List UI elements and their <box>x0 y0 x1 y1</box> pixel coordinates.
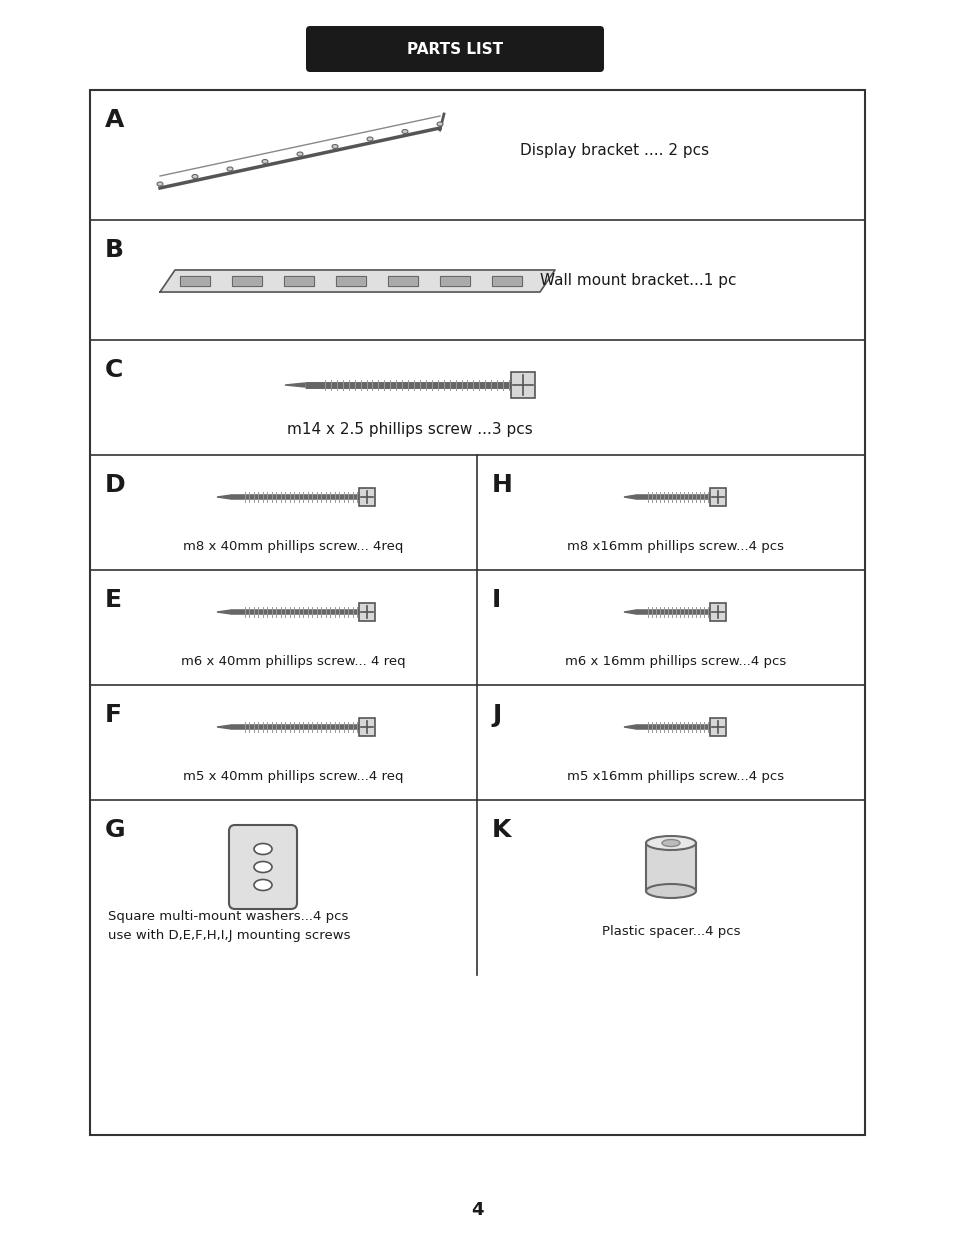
Polygon shape <box>439 275 470 287</box>
Ellipse shape <box>253 862 272 872</box>
Text: m8 x 40mm phillips screw... 4req: m8 x 40mm phillips screw... 4req <box>183 540 403 553</box>
Polygon shape <box>492 275 521 287</box>
Polygon shape <box>285 383 305 387</box>
Ellipse shape <box>661 840 679 846</box>
Ellipse shape <box>436 122 442 126</box>
Bar <box>645 844 696 890</box>
Ellipse shape <box>253 844 272 855</box>
Text: m6 x 16mm phillips screw...4 pcs: m6 x 16mm phillips screw...4 pcs <box>565 655 786 668</box>
FancyBboxPatch shape <box>306 26 603 72</box>
Text: E: E <box>105 588 122 613</box>
Text: A: A <box>105 107 124 132</box>
Polygon shape <box>216 610 231 614</box>
Polygon shape <box>623 725 636 729</box>
Text: J: J <box>492 703 500 727</box>
Ellipse shape <box>332 144 337 148</box>
Ellipse shape <box>192 174 198 179</box>
Text: F: F <box>105 703 122 727</box>
Ellipse shape <box>367 137 373 141</box>
Bar <box>358 488 375 506</box>
Bar <box>709 603 725 621</box>
Polygon shape <box>284 275 314 287</box>
Text: PARTS LIST: PARTS LIST <box>407 42 502 57</box>
Ellipse shape <box>645 884 696 898</box>
Bar <box>358 718 375 736</box>
Text: m5 x16mm phillips screw...4 pcs: m5 x16mm phillips screw...4 pcs <box>567 769 783 783</box>
Text: m8 x16mm phillips screw...4 pcs: m8 x16mm phillips screw...4 pcs <box>567 540 783 553</box>
Polygon shape <box>216 725 231 729</box>
Text: Display bracket .... 2 pcs: Display bracket .... 2 pcs <box>519 142 708 158</box>
Polygon shape <box>335 275 366 287</box>
Text: C: C <box>105 358 123 382</box>
Polygon shape <box>160 270 555 291</box>
Ellipse shape <box>645 836 696 850</box>
Bar <box>358 603 375 621</box>
Text: Plastic spacer...4 pcs: Plastic spacer...4 pcs <box>601 925 740 939</box>
Bar <box>709 718 725 736</box>
Ellipse shape <box>253 879 272 890</box>
Polygon shape <box>623 610 636 614</box>
Polygon shape <box>232 275 262 287</box>
Bar <box>709 488 725 506</box>
Text: Square multi-mount washers...4 pcs
use with D,E,F,H,I,J mounting screws: Square multi-mount washers...4 pcs use w… <box>108 910 350 942</box>
Polygon shape <box>180 275 210 287</box>
Text: B: B <box>105 238 124 262</box>
Ellipse shape <box>262 159 268 163</box>
Polygon shape <box>623 495 636 499</box>
FancyBboxPatch shape <box>229 825 296 909</box>
Bar <box>90 90 864 1135</box>
Text: Wall mount bracket...1 pc: Wall mount bracket...1 pc <box>539 273 736 288</box>
Text: I: I <box>492 588 500 613</box>
Polygon shape <box>388 275 417 287</box>
Polygon shape <box>216 495 231 499</box>
Ellipse shape <box>401 130 408 133</box>
Text: 4: 4 <box>470 1200 483 1219</box>
Text: G: G <box>105 818 126 842</box>
Text: K: K <box>492 818 511 842</box>
Bar <box>511 372 535 398</box>
Text: H: H <box>492 473 513 496</box>
Text: D: D <box>105 473 126 496</box>
Ellipse shape <box>296 152 303 156</box>
Ellipse shape <box>157 182 163 186</box>
Text: m14 x 2.5 phillips screw ...3 pcs: m14 x 2.5 phillips screw ...3 pcs <box>287 422 533 437</box>
Ellipse shape <box>227 167 233 170</box>
Text: m5 x 40mm phillips screw...4 req: m5 x 40mm phillips screw...4 req <box>183 769 403 783</box>
Text: m6 x 40mm phillips screw... 4 req: m6 x 40mm phillips screw... 4 req <box>180 655 405 668</box>
